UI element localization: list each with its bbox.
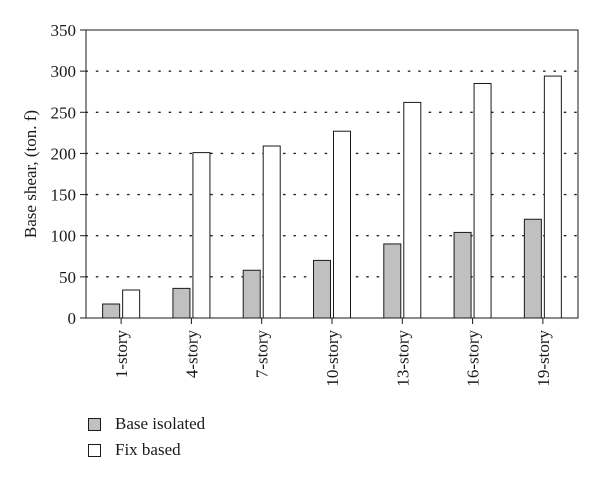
bar-base-isolated-19-story	[523, 218, 542, 319]
legend-label-base-isolated: Base isolated	[115, 414, 206, 433]
bar-base-isolated-4-story	[172, 287, 191, 319]
bar-fix-based-4-story	[192, 152, 211, 319]
y-tick-label-100: 100	[51, 227, 77, 246]
legend: Base isolated Fix based	[88, 414, 205, 466]
y-tick-label-50: 50	[59, 268, 76, 287]
x-tick-label-13-story: 13-story	[393, 330, 412, 387]
x-tick-label-7-story: 7-story	[253, 330, 272, 379]
x-tick-label-10-story: 10-story	[323, 330, 342, 387]
plot-frame	[85, 29, 579, 319]
x-tick-label-16-story: 16-story	[464, 330, 483, 387]
bar-fix-based-16-story	[473, 82, 492, 319]
bar-base-isolated-1-story	[102, 303, 121, 319]
legend-label-fix-based: Fix based	[115, 440, 181, 459]
bar-fix-based-1-story	[122, 289, 141, 319]
y-axis-label: Base shear, (ton. f)	[21, 110, 40, 238]
x-tick-label-1-story: 1-story	[112, 330, 131, 379]
bar-base-isolated-7-story	[242, 269, 261, 319]
bar-base-isolated-10-story	[313, 259, 331, 319]
legend-swatch-base-isolated	[88, 417, 101, 431]
bar-base-isolated-16-story	[453, 231, 472, 319]
y-tick-label-200: 200	[51, 144, 77, 163]
y-tick-label-150: 150	[51, 186, 77, 205]
legend-item-base-isolated: Base isolated	[88, 414, 205, 434]
bar-fix-based-10-story	[333, 130, 351, 319]
y-tick-label-300: 300	[51, 62, 77, 81]
y-tick-label-0: 0	[68, 309, 77, 328]
bar-fix-based-13-story	[403, 101, 422, 319]
y-tick-label-250: 250	[51, 103, 77, 122]
bar-fix-based-7-story	[262, 145, 281, 319]
x-tick-label-4-story: 4-story	[182, 330, 201, 379]
legend-swatch-fix-based	[88, 443, 101, 457]
legend-item-fix-based: Fix based	[88, 440, 205, 460]
y-tick-label-350: 350	[51, 21, 77, 40]
bar-fix-based-19-story	[543, 75, 562, 319]
bar-base-isolated-13-story	[383, 243, 402, 319]
x-tick-label-19-story: 19-story	[534, 330, 553, 387]
